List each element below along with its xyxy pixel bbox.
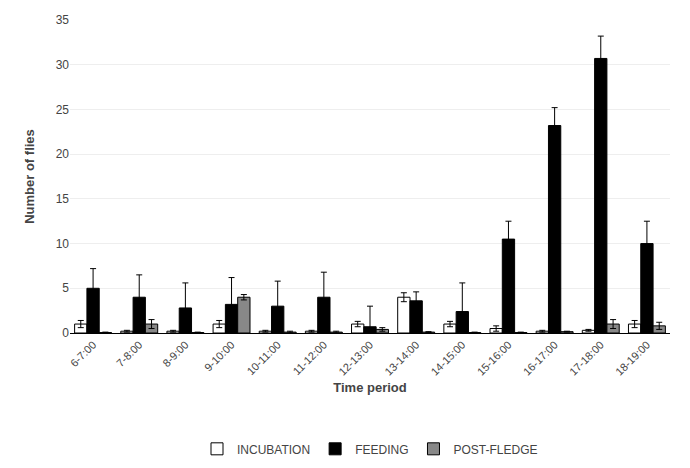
svg-text:14-15:00: 14-15:00 <box>428 339 467 378</box>
svg-text:Number of flies: Number of flies <box>22 129 37 224</box>
svg-text:12-13:00: 12-13:00 <box>336 339 375 378</box>
svg-text:FEEDING: FEEDING <box>355 443 408 457</box>
svg-text:7-8:00: 7-8:00 <box>114 339 145 370</box>
svg-text:10-11:00: 10-11:00 <box>244 339 283 378</box>
svg-text:POST-FLEDGE: POST-FLEDGE <box>453 443 537 457</box>
svg-text:15-16:00: 15-16:00 <box>475 339 514 378</box>
svg-text:13-14:00: 13-14:00 <box>382 339 421 378</box>
svg-text:11-12:00: 11-12:00 <box>291 339 330 378</box>
svg-text:6-7:00: 6-7:00 <box>68 339 99 370</box>
svg-text:0: 0 <box>62 326 69 340</box>
svg-text:25: 25 <box>56 103 70 117</box>
svg-text:18-19:00: 18-19:00 <box>613 339 652 378</box>
svg-text:35: 35 <box>56 13 70 27</box>
svg-text:INCUBATION: INCUBATION <box>237 443 310 457</box>
svg-text:8-9:00: 8-9:00 <box>160 339 191 370</box>
svg-text:5: 5 <box>62 281 69 295</box>
svg-text:10: 10 <box>56 237 70 251</box>
svg-text:9-10:00: 9-10:00 <box>202 339 237 374</box>
svg-text:20: 20 <box>56 147 70 161</box>
svg-text:17-18:00: 17-18:00 <box>567 339 606 378</box>
svg-text:15: 15 <box>56 192 70 206</box>
svg-text:Time period: Time period <box>333 380 407 395</box>
svg-text:30: 30 <box>56 58 70 72</box>
svg-text:16-17:00: 16-17:00 <box>521 339 560 378</box>
